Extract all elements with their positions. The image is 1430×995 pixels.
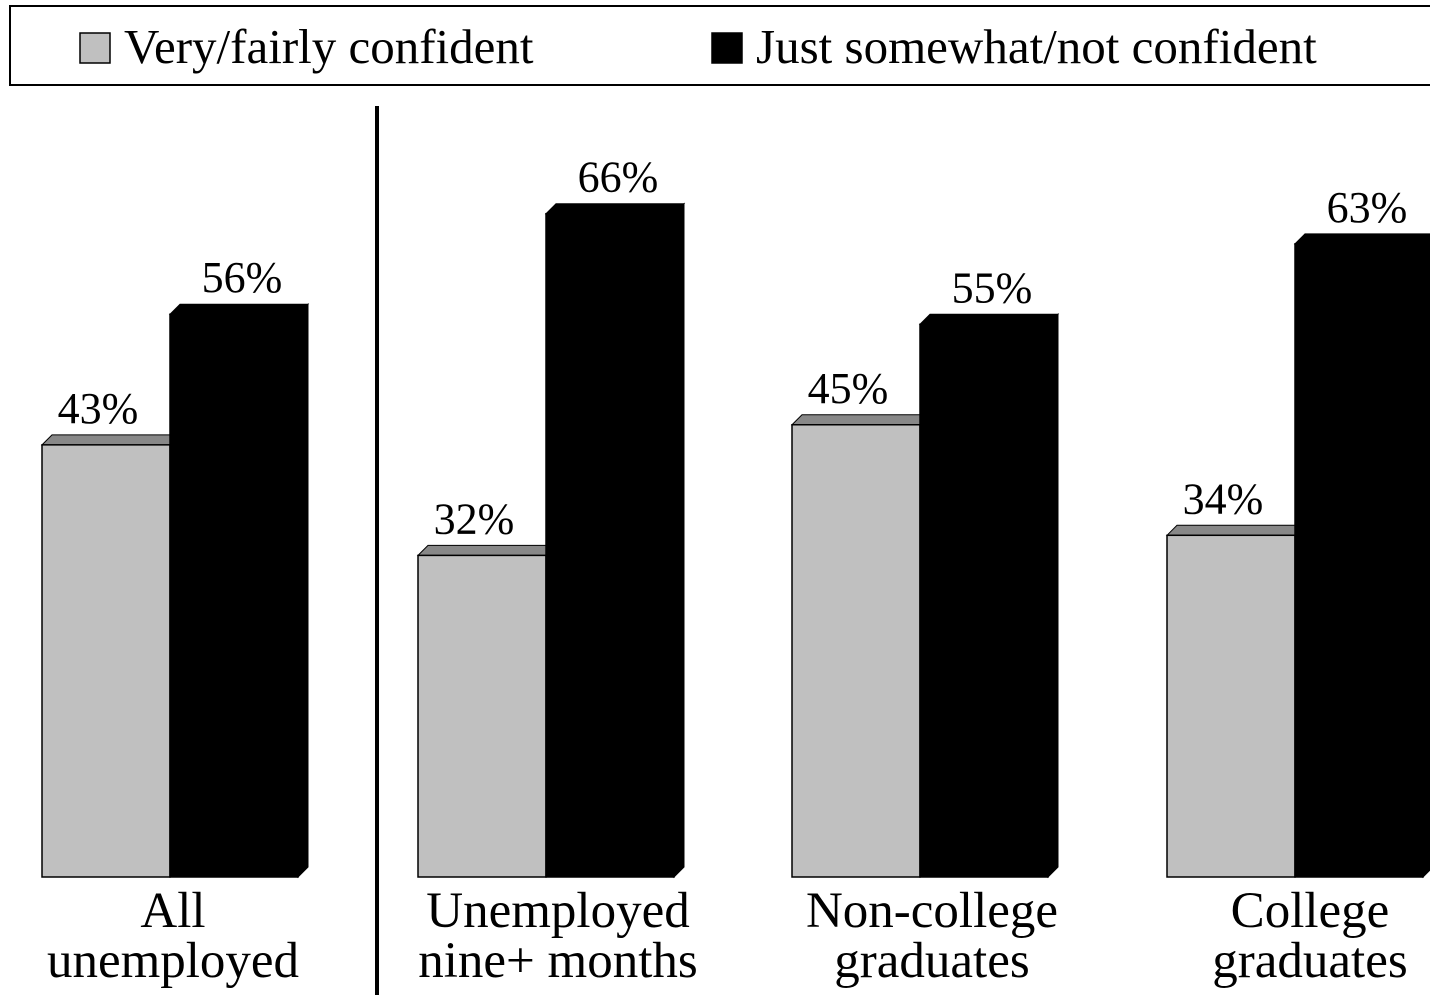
bar-non-college-graduates-just-somewhat-not-confident — [919, 323, 1049, 878]
value-label-all-unemployed-very-fairly-confident: 43% — [58, 384, 139, 433]
bar-top-non-college-graduates-just-somewhat-not-confident — [918, 313, 1060, 325]
value-labels-layer: 43% 56% 32% 66% 45% 55% 34% 63% — [58, 153, 1408, 544]
category-label-college-graduates-line-1: College — [1231, 883, 1390, 939]
category-label-unemployed-nine-months-line-2: nine+ months — [418, 933, 698, 989]
bar-all-unemployed-very-fairly-confident — [41, 444, 171, 878]
category-label-college-graduates-line-2: graduates — [1212, 933, 1407, 989]
legend-swatch-very-fairly-confident — [79, 32, 111, 64]
legend-swatch-just-somewhat-not-confident — [711, 32, 743, 64]
bars-layer — [40, 202, 1430, 879]
bar-side-non-college-graduates-just-somewhat-not-confident — [1047, 313, 1059, 879]
bar-top-unemployed-nine-months-just-somewhat-not-confident — [544, 203, 686, 215]
legend: Very/fairly confident Just somewhat/not … — [9, 5, 1430, 86]
value-label-college-graduates-very-fairly-confident: 34% — [1183, 474, 1264, 523]
bar-non-college-graduates-very-fairly-confident — [791, 424, 921, 878]
value-label-non-college-graduates-very-fairly-confident: 45% — [808, 364, 889, 413]
bar-top-college-graduates-just-somewhat-not-confident — [1293, 233, 1430, 245]
bar-side-college-graduates-just-somewhat-not-confident — [1422, 236, 1430, 879]
category-label-all-unemployed-line-2: unemployed — [47, 933, 299, 989]
bar-top-unemployed-nine-months-very-fairly-confident — [416, 544, 558, 556]
category-label-non-college-graduates-line-2: graduates — [834, 933, 1029, 989]
legend-label-very-fairly-confident: Very/fairly confident — [124, 19, 534, 74]
bar-college-graduates-very-fairly-confident — [1166, 534, 1296, 878]
bar-top-college-graduates-very-fairly-confident — [1165, 524, 1307, 536]
bar-unemployed-nine-months-very-fairly-confident — [417, 554, 547, 878]
bar-top-all-unemployed-very-fairly-confident — [40, 434, 182, 446]
category-label-non-college-graduates-line-1: Non-college — [806, 883, 1058, 939]
bar-unemployed-nine-months-just-somewhat-not-confident — [545, 212, 675, 878]
bar-all-unemployed-just-somewhat-not-confident — [169, 313, 299, 878]
bar-side-all-unemployed-just-somewhat-not-confident — [297, 302, 309, 879]
category-label-all-unemployed-line-1: All — [140, 883, 205, 939]
bar-top-non-college-graduates-very-fairly-confident — [790, 414, 932, 426]
value-label-unemployed-nine-months-very-fairly-confident: 32% — [434, 494, 515, 543]
bar-top-all-unemployed-just-somewhat-not-confident — [168, 303, 310, 315]
value-label-non-college-graduates-just-somewhat-not-confident: 55% — [952, 263, 1033, 312]
bar-side-unemployed-nine-months-just-somewhat-not-confident — [673, 202, 685, 879]
legend-label-just-somewhat-not-confident: Just somewhat/not confident — [756, 19, 1317, 74]
value-label-college-graduates-just-somewhat-not-confident: 63% — [1327, 183, 1408, 232]
category-label-unemployed-nine-months-line-1: Unemployed — [426, 883, 689, 939]
value-label-unemployed-nine-months-just-somewhat-not-confident: 66% — [578, 153, 659, 202]
value-label-all-unemployed-just-somewhat-not-confident: 56% — [202, 253, 283, 302]
bar-college-graduates-just-somewhat-not-confident — [1294, 243, 1424, 878]
